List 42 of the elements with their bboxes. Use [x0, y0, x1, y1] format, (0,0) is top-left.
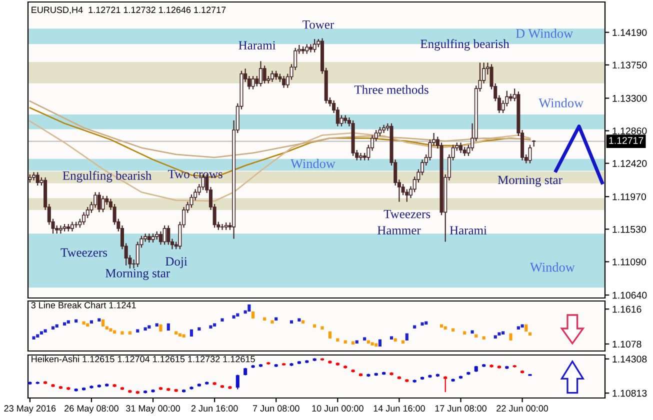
ref-line-label: 1.12717	[609, 137, 644, 144]
annotation: Morning star	[498, 176, 562, 187]
x-tick-label: 22 Jun 00:00	[496, 405, 548, 412]
band-label: D Window	[516, 28, 574, 38]
x-tick-label: 2 Jun 16:00	[191, 405, 238, 412]
y-tick-label: 1.10640	[612, 292, 647, 299]
annotation: Doji	[166, 257, 188, 268]
chart-title: EURUSD,H4 1.12721 1.12732 1.12646 1.12717	[32, 6, 226, 14]
annotation: Tower	[302, 20, 334, 29]
y-tick-label: 1.11530	[612, 226, 646, 233]
y-tick-label: 1.12860	[612, 127, 647, 134]
x-tick-label: 17 Jun 08:00	[435, 405, 486, 412]
annotation: Engulfing bearish	[420, 39, 510, 51]
y-tick-label: 1.14190	[612, 29, 647, 36]
annotation: Three methods	[354, 85, 428, 94]
annotation: Tweezers	[384, 210, 430, 218]
y-tick-label: 1.1616	[612, 306, 642, 313]
annotation: Engulfing bearish	[62, 170, 152, 182]
band-label: Window	[530, 262, 575, 272]
y-tick-label: 1.13300	[612, 94, 647, 102]
x-tick-label: 23 May 2016	[4, 405, 56, 414]
y-tick-label: 1.14308	[612, 356, 647, 363]
annotation: Morning star	[106, 269, 170, 280]
y-tick-label: 1.11090	[612, 258, 646, 266]
y-tick-label: 1.13750	[612, 62, 647, 69]
x-tick-label: 7 Jun 08:00	[252, 405, 300, 412]
y-tick-label: 1.11970	[612, 193, 646, 200]
x-tick-label: 31 May 00:00	[126, 405, 180, 414]
annotation: Hammer	[378, 226, 421, 235]
y-tick-label: 1.10813	[612, 390, 647, 397]
band-label: Window	[290, 158, 336, 168]
band-label: Window	[538, 98, 584, 108]
annotation: Harami	[238, 41, 276, 50]
annotation: Harami	[450, 226, 487, 235]
x-tick-label: 14 Jun 16:00	[374, 405, 425, 412]
x-tick-label: 26 May 08:00	[64, 405, 118, 414]
y-tick-label: 1.1078	[612, 340, 642, 348]
x-tick-label: 10 Jun 00:00	[312, 405, 364, 412]
chart-title: 3 Line Break Chart 1.1241	[31, 302, 136, 308]
y-tick-label: 1.12420	[612, 160, 647, 167]
annotation: Tweezers	[60, 248, 108, 257]
chart-title: Heiken-Ashi 1.12615 1.12704 1.12615 1.12732 1.12615	[32, 356, 255, 362]
